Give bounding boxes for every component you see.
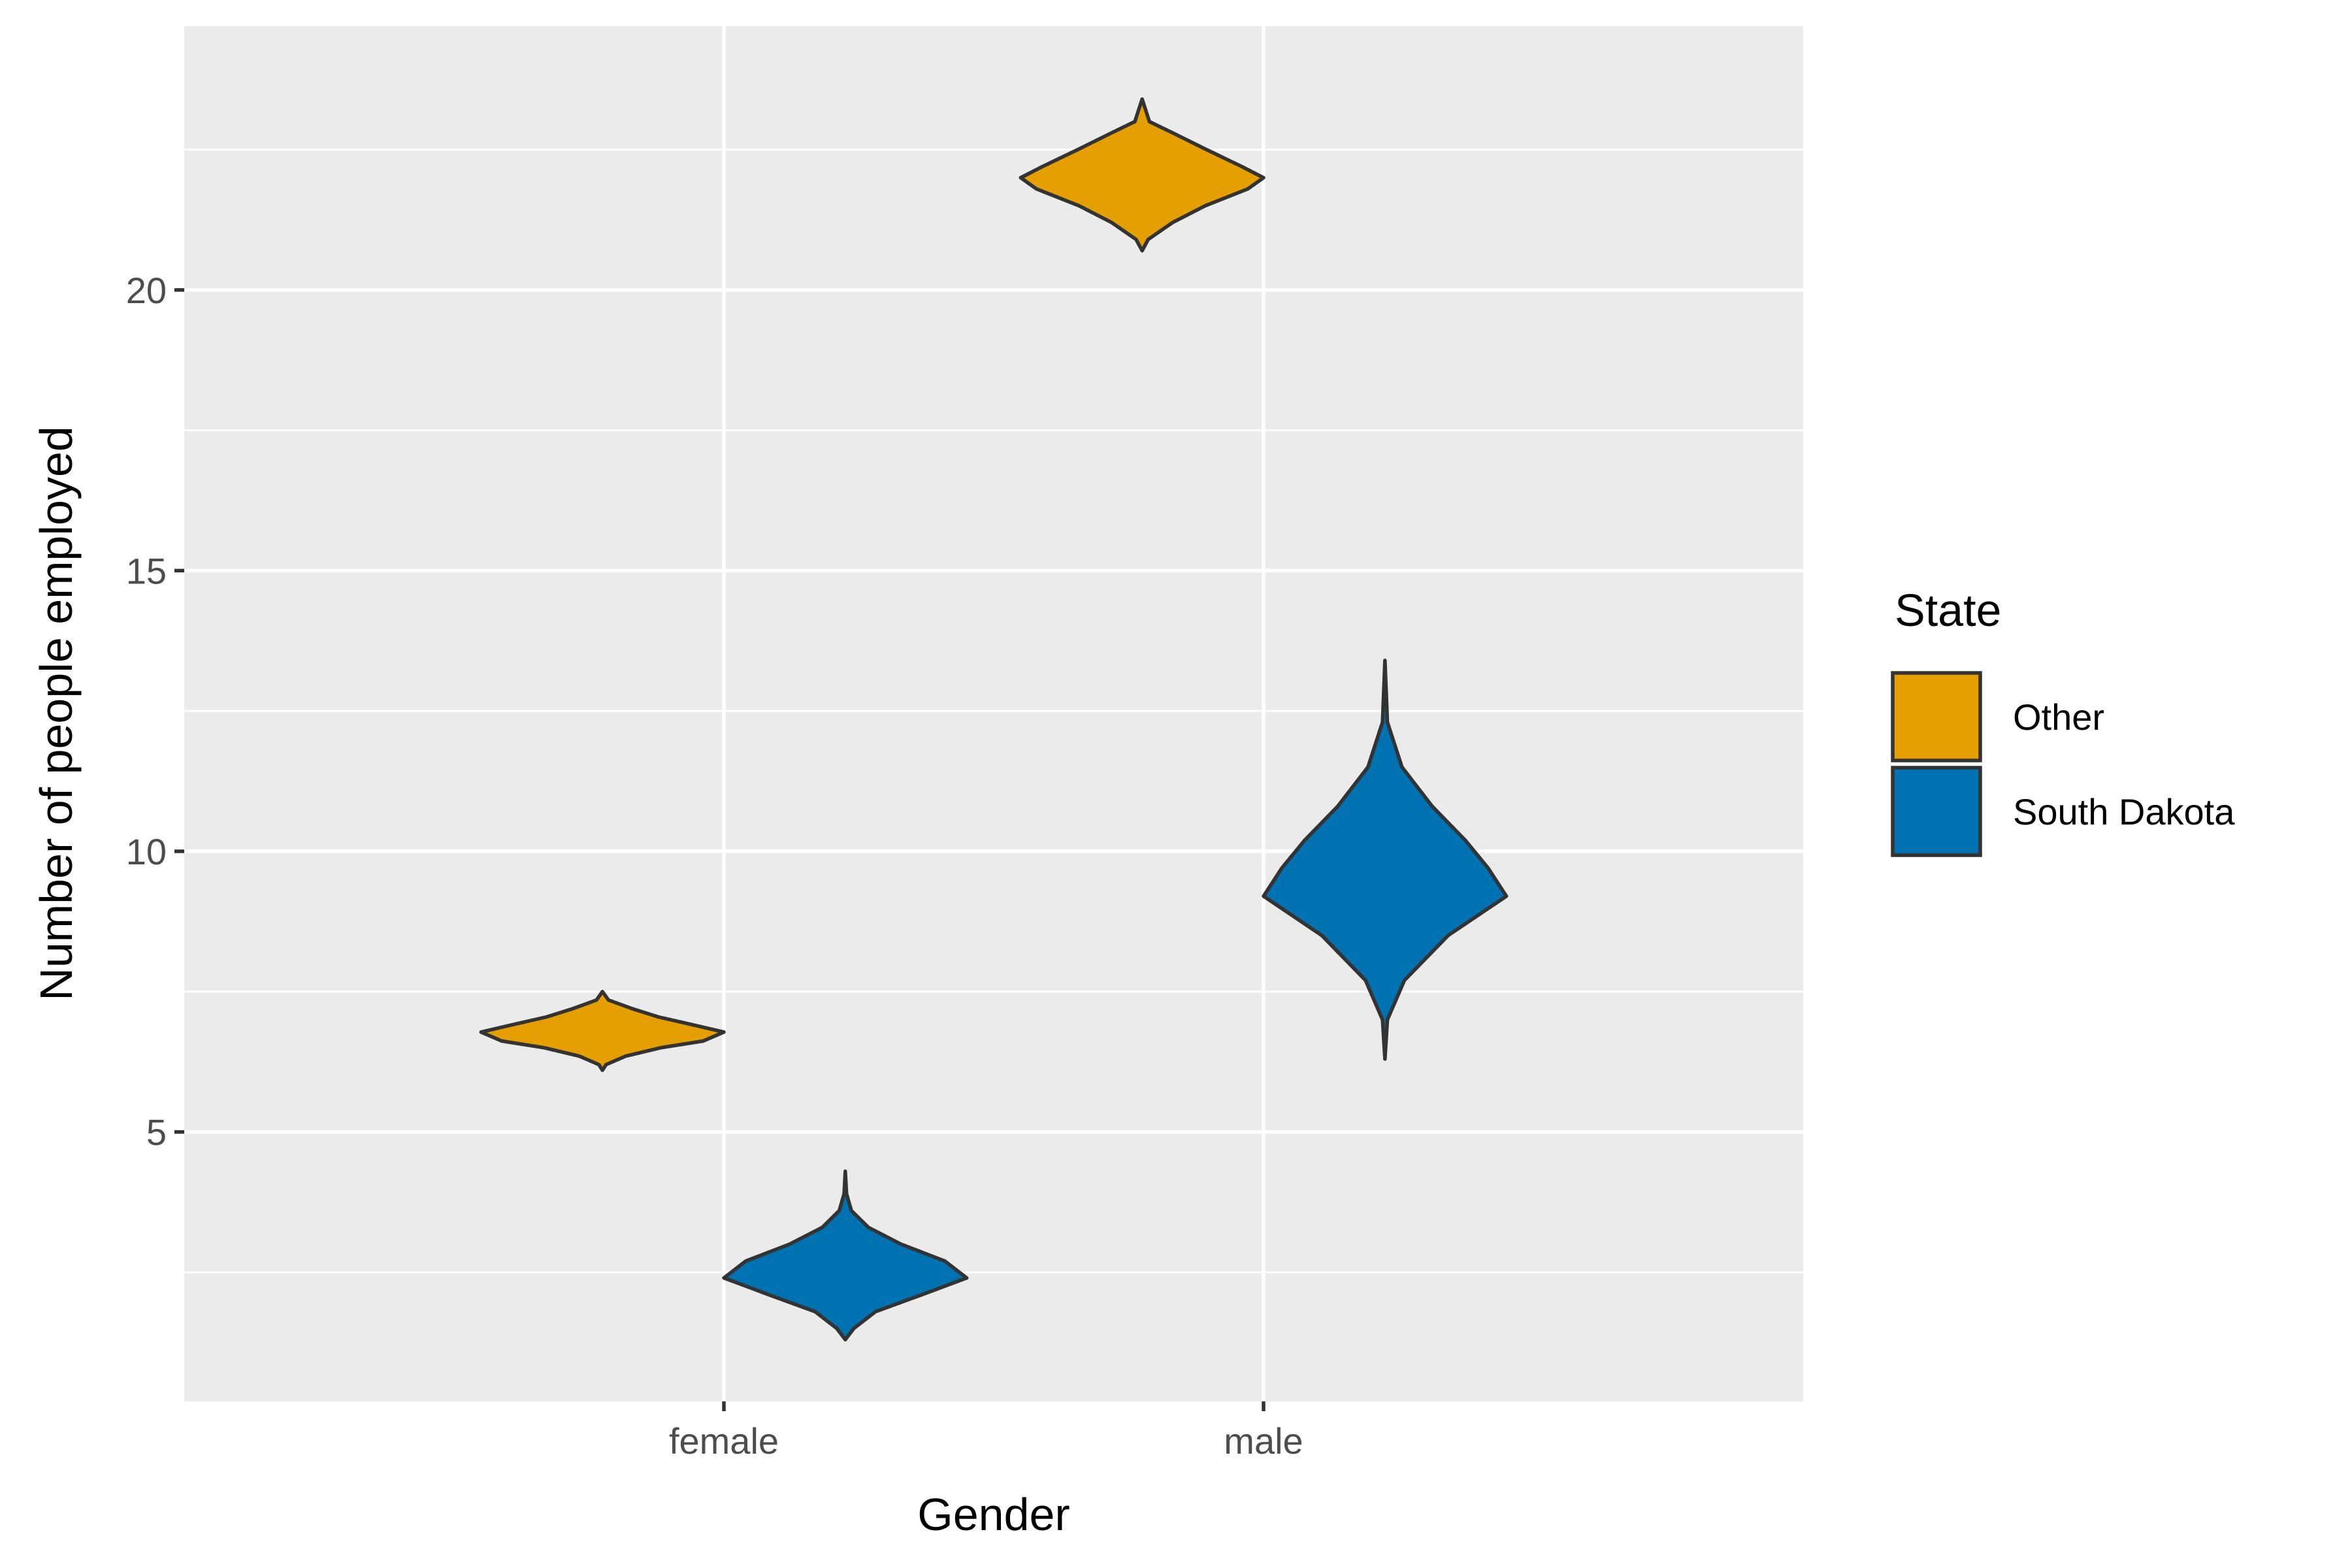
- violin-female-south-dakota: [722, 1169, 969, 1342]
- y-tick-label: 5: [146, 1112, 167, 1153]
- legend-key-other: [1891, 671, 1982, 762]
- legend-key-south-dakota: [1891, 766, 1982, 857]
- y-tick-label: 20: [126, 270, 167, 311]
- x-tick-label: female: [669, 1420, 779, 1462]
- violin-female-other: [479, 990, 726, 1072]
- legend: State Other South Dakota: [1891, 585, 2235, 857]
- violin-male-south-dakota: [1262, 659, 1509, 1061]
- gridlines: [184, 26, 1803, 1401]
- y-tick-label: 10: [126, 831, 167, 872]
- y-tick-label: 15: [126, 550, 167, 591]
- x-axis: female male: [669, 1401, 1303, 1462]
- legend-label: Other: [2013, 696, 2104, 738]
- legend-items: Other South Dakota: [1891, 671, 2235, 857]
- violin-male-other: [1019, 97, 1266, 253]
- y-axis: 5 10 15 20: [126, 270, 184, 1153]
- violin-layer: [479, 97, 1509, 1342]
- x-axis-title: Gender: [917, 1489, 1070, 1540]
- x-tick-label: male: [1224, 1420, 1303, 1462]
- legend-title: State: [1895, 585, 2001, 636]
- y-axis-title: Number of people employed: [31, 426, 82, 1000]
- plot-panel: [184, 26, 1803, 1401]
- legend-label: South Dakota: [2013, 791, 2235, 832]
